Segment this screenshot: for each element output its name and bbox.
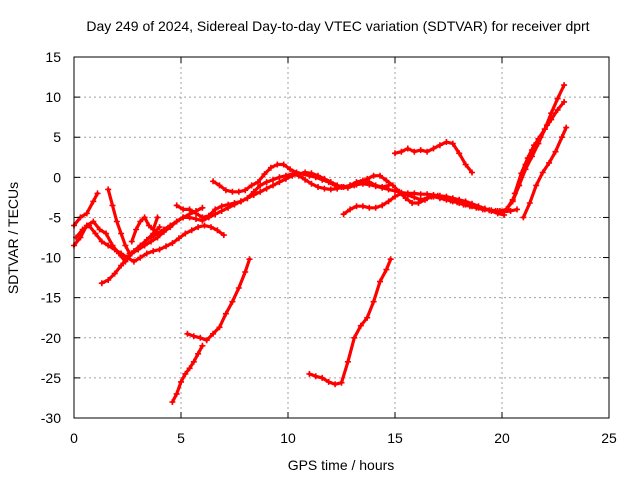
series-layer: [71, 82, 570, 405]
x-axis-label: GPS time / hours: [288, 457, 395, 473]
y-tick-label: -30: [41, 410, 61, 426]
series-points-arc-15: [520, 124, 570, 221]
x-tick-label: 20: [494, 430, 510, 446]
tick-labels: 0 5 10 15 20 25 -30 -25 -20 -15 -10 -5 0 5 10 15: [41, 49, 617, 446]
y-tick-label: -5: [49, 209, 62, 225]
series-points-arc-7: [173, 171, 508, 221]
series-points-arc-14: [511, 122, 550, 197]
series-points-arc-13: [503, 98, 568, 213]
series-line-arc-14: [513, 123, 549, 195]
y-tick-label: 0: [53, 169, 61, 185]
grid-lines: [74, 57, 609, 418]
plot-frame: [73, 56, 610, 419]
series-points-arc-17: [184, 256, 253, 344]
y-axis-label: SDTVAR / TECUs: [5, 182, 21, 294]
y-tick-label: 15: [45, 49, 61, 65]
x-tick-label: 10: [280, 430, 296, 446]
y-tick-label: -15: [41, 290, 61, 306]
series-line-arc-15: [521, 125, 568, 219]
series-points-arc-5: [105, 186, 133, 257]
y-tick-label: 10: [45, 89, 61, 105]
series-points-arc-18: [306, 256, 394, 388]
axis-ticks: [73, 56, 610, 419]
series-line-arc-18: [307, 257, 393, 386]
y-tick-label: -10: [41, 250, 61, 266]
y-tick-label: 5: [53, 129, 61, 145]
series-points-arc-11: [392, 139, 475, 176]
x-tick-label: 0: [70, 430, 78, 446]
series-line-arc-7: [175, 172, 506, 219]
chart-title: Day 249 of 2024, Sidereal Day-to-day VTE…: [86, 18, 589, 34]
x-tick-label: 5: [177, 430, 185, 446]
x-tick-label: 15: [387, 430, 403, 446]
series-points-arc-6: [128, 214, 161, 245]
y-tick-label: -20: [41, 330, 61, 346]
series-points-arc-16: [169, 342, 206, 405]
y-tick-label: -25: [41, 370, 61, 386]
series-line-arc-10: [342, 191, 519, 216]
x-tick-label: 25: [601, 430, 617, 446]
series-points-arc-4: [98, 224, 163, 287]
